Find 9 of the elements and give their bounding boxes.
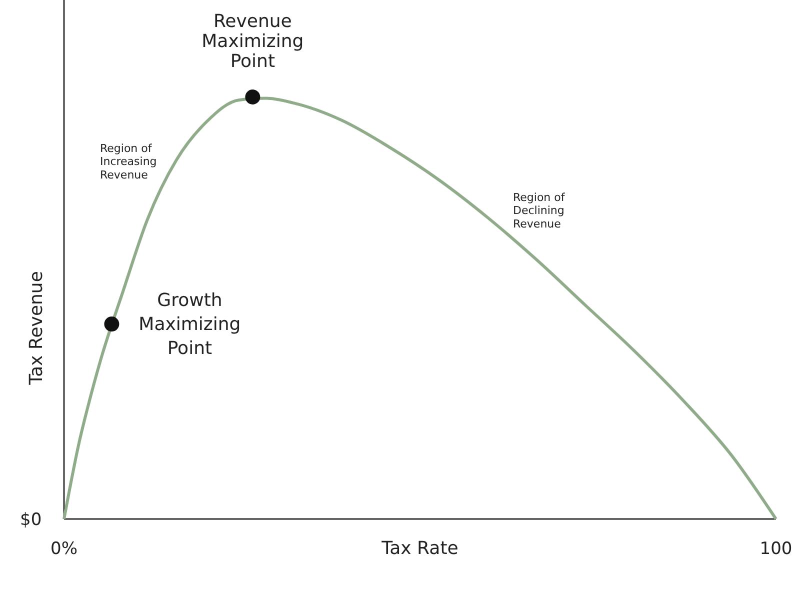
x-tick-label: 0% <box>50 539 78 559</box>
annotation: Growth Maximizing Point <box>138 290 241 360</box>
x-axis-title: Tax Rate <box>380 538 458 559</box>
text: $0 <box>20 510 42 530</box>
x-tick-label: 100 <box>760 539 792 559</box>
annotation: Revenue Maximizing Point <box>202 11 304 72</box>
annotation: Region of Declining Revenue <box>513 191 566 230</box>
annotation: Region of Increasing Revenue <box>100 142 157 182</box>
y-axis-title: Tax Revenue <box>26 271 47 386</box>
